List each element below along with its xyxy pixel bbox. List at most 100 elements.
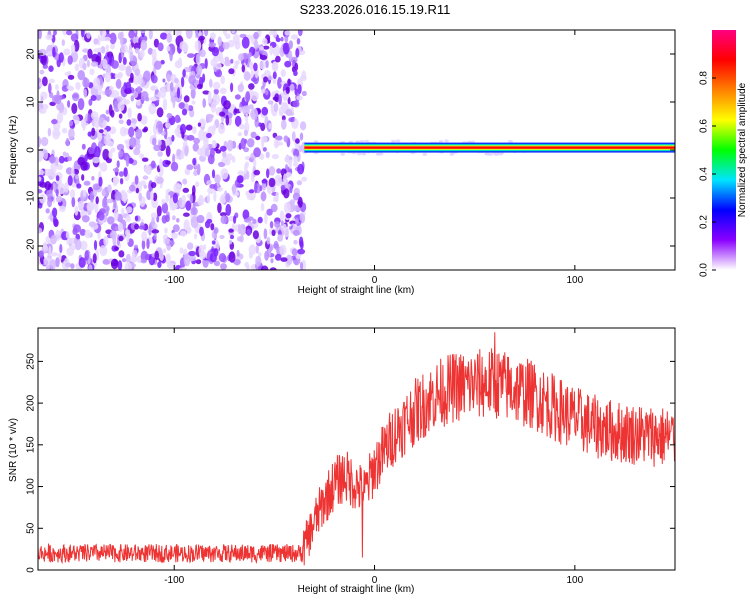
spectrogram-noise-cell — [74, 206, 79, 216]
spectrogram-noise-cell — [162, 78, 166, 83]
spectrogram-noise-cell — [228, 68, 235, 75]
snr-x-tick-label: 0 — [372, 575, 378, 586]
spectrogram-noise-cell — [281, 119, 287, 130]
spectrogram-noise-cell — [170, 161, 179, 172]
spectrogram-noise-cell — [138, 192, 142, 202]
spectrogram-noise-cell — [165, 214, 170, 223]
spectrogram-noise-cell — [72, 114, 79, 121]
spectrogram-noise-cell — [159, 158, 163, 171]
spectrogram-noise-cell — [288, 40, 293, 49]
spectrogram-noise-cell — [123, 128, 130, 135]
spectrogram-noise-cell — [97, 47, 102, 53]
spectrogram-noise-cell — [178, 197, 183, 207]
spectrogram-noise-cell — [301, 176, 307, 182]
spectrogram-noise-cell — [213, 260, 221, 267]
spectrogram-noise-cell — [69, 120, 74, 127]
spectrogram-halo-cell — [356, 152, 362, 156]
spectrogram-noise-cell — [157, 151, 163, 157]
spectrogram-noise-cell — [114, 73, 119, 79]
spectrogram-noise-cell — [134, 175, 139, 185]
spectrogram-noise-cell — [122, 57, 127, 65]
spectrogram-noise-cell — [272, 71, 277, 79]
spectrogram-noise-cell — [39, 69, 45, 75]
spectrogram-noise-cell — [251, 77, 258, 82]
spectrogram-x-tick-label: 0 — [372, 275, 378, 286]
spectrogram-noise-cell — [219, 87, 227, 95]
spectrogram-noise-cell — [43, 149, 49, 160]
spectrogram-noise-cell — [288, 50, 293, 61]
spectrogram-noise-cell — [166, 32, 172, 44]
spectrogram-noise-cell — [189, 194, 193, 205]
spectrogram-noise-cell — [174, 127, 181, 136]
spectrogram-noise-cell — [283, 202, 291, 214]
spectrogram-noise-cell — [183, 95, 190, 103]
spectrogram-noise-cell — [81, 215, 90, 223]
spectrogram-noise-cell — [250, 108, 259, 120]
spectrogram-noise-cell — [246, 228, 251, 237]
spectrogram-noise-cell — [268, 122, 273, 130]
spectrogram-noise-cell — [223, 30, 227, 36]
spectrogram-noise-cell — [77, 70, 85, 81]
spectrogram-noise-cell — [247, 216, 254, 221]
spectrogram-noise-cell — [263, 228, 268, 240]
spectrogram-noise-cell — [55, 175, 60, 182]
spectrogram-noise-cell — [259, 46, 265, 51]
spectrogram-noise-cell — [301, 90, 307, 97]
spectrogram-noise-cell — [140, 259, 147, 264]
spectrogram-noise-cell — [73, 237, 78, 245]
spectrogram-noise-cell — [160, 59, 165, 65]
spectrogram-noise-cell — [107, 216, 115, 225]
spectrogram-noise-cell — [259, 55, 268, 60]
spectrogram-noise-cell — [253, 147, 261, 158]
spectrogram-noise-cell — [134, 68, 141, 76]
spectrogram-noise-cell — [259, 153, 265, 161]
spectrogram-noise-cell — [275, 141, 284, 146]
spectrogram-noise-cell — [38, 30, 42, 40]
spectrogram-noise-cell — [192, 202, 196, 214]
spectrogram-noise-cell — [261, 106, 269, 116]
spectrogram-noise-cell — [262, 37, 268, 46]
spectrogram-noise-cell — [102, 58, 108, 70]
spectrogram-noise-cell — [180, 76, 185, 88]
spectrogram-noise-cell — [50, 252, 59, 257]
spectrogram-noise-cell — [65, 137, 70, 147]
colorbar-tick-label: 0.0 — [699, 263, 710, 277]
spectrogram-noise-cell — [88, 98, 93, 106]
spectrogram-noise-cell — [260, 191, 267, 202]
spectrogram-noise-cell — [202, 73, 206, 83]
spectrogram-noise-cell — [136, 86, 142, 94]
spectrogram-noise-cell — [262, 45, 270, 50]
spectrogram-noise-cell — [176, 87, 181, 99]
snr-x-tick-label: 100 — [566, 575, 583, 586]
spectrogram-noise-cell — [253, 31, 259, 40]
spectrogram-noise-cell — [179, 41, 187, 51]
spectrogram-noise-cell — [246, 138, 255, 148]
spectrogram-noise-cell — [195, 259, 202, 265]
spectrogram-noise-cell — [67, 175, 73, 186]
spectrogram-noise-cell — [242, 209, 250, 220]
spectrogram-noise-cell — [189, 84, 195, 90]
spectrogram-noise-cell — [284, 35, 289, 43]
spectrogram-noise-cell — [220, 263, 227, 270]
spectrogram-noise-cell — [255, 135, 261, 141]
spectrogram-noise-cell — [123, 167, 128, 178]
spectrogram-noise-cell — [282, 42, 290, 55]
spectrogram-noise-cell — [185, 200, 192, 211]
spectrogram-noise-cell — [224, 56, 229, 62]
spectrogram-noise-cell — [119, 178, 124, 185]
spectrogram-noise-cell — [38, 169, 44, 176]
spectrogram-noise-cell — [178, 57, 183, 66]
spectrogram-noise-cell — [182, 187, 190, 193]
spectrogram-noise-cell — [274, 221, 281, 228]
spectrogram-noise-cell — [135, 128, 143, 140]
spectrogram-noise-cell — [270, 203, 278, 213]
spectrogram-noise-cell — [132, 90, 139, 99]
spectrogram-noise-cell — [165, 122, 171, 129]
spectrogram-noise-cell — [143, 126, 149, 132]
spectrogram-noise-cell — [84, 154, 88, 163]
spectrogram-noise-cell — [299, 132, 304, 141]
spectrogram-noise-cell — [274, 253, 282, 261]
spectrogram-noise-cell — [183, 254, 191, 267]
spectrogram-noise-cell — [109, 230, 117, 240]
